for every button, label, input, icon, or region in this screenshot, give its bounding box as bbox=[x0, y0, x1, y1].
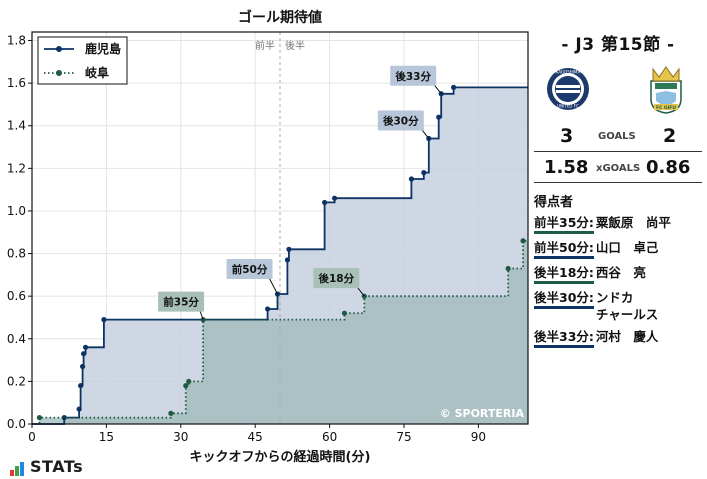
y-tick-label: 1.0 bbox=[7, 204, 26, 218]
scorer-row: 前半50分: 山口 卓己 bbox=[534, 239, 702, 259]
annotation-box bbox=[158, 291, 205, 312]
y-tick-label: 1.2 bbox=[7, 161, 26, 175]
scorer-name: 西谷 亮 bbox=[595, 265, 646, 280]
scorers-title: 得点者 bbox=[534, 195, 574, 210]
shot-point bbox=[36, 415, 43, 421]
annotation-box bbox=[390, 65, 437, 86]
scorer-row: 後半30分: ンドカ チャールス bbox=[534, 289, 702, 323]
x-tick-label: 90 bbox=[471, 430, 486, 444]
legend-marker bbox=[56, 70, 62, 76]
shot-point bbox=[322, 199, 328, 206]
plot-frame bbox=[31, 31, 529, 425]
shot-point bbox=[186, 378, 192, 384]
shot-point bbox=[79, 363, 86, 370]
away-xg: 0.86 bbox=[646, 157, 691, 178]
scorer-row: 後半18分: 西谷 亮 bbox=[534, 264, 702, 284]
shot-point bbox=[520, 238, 526, 244]
match-panel: - J3 第15節 - KAGOSHIMA UNITED FC FC GIFU … bbox=[534, 28, 702, 353]
y-tick-label: 0.4 bbox=[7, 332, 26, 346]
annotation-box bbox=[377, 110, 424, 131]
home-goals: 3 bbox=[560, 125, 574, 147]
xg-label: xGOALS bbox=[596, 163, 641, 174]
shot-point bbox=[421, 170, 427, 176]
shot-point bbox=[82, 344, 89, 350]
svg-text:UNITED FC: UNITED FC bbox=[557, 104, 579, 109]
xg-row: 1.58 xGOALS 0.86 bbox=[534, 154, 702, 183]
y-tick-label: 1.4 bbox=[7, 119, 26, 133]
scorer-name: 粟飯原 尚平 bbox=[595, 215, 671, 230]
annotation-label: 後33分 bbox=[394, 70, 431, 83]
goals-row: 3 GOALS 2 bbox=[534, 125, 702, 152]
chart-title: ゴール期待値 bbox=[238, 9, 322, 26]
x-tick-label: 0 bbox=[28, 430, 36, 444]
second-half-label: 後半 bbox=[285, 39, 305, 52]
match-title: - J3 第15節 - bbox=[561, 35, 675, 55]
first-half-label: 前半 bbox=[255, 39, 275, 52]
y-tick-label: 0.2 bbox=[7, 374, 26, 388]
shot-point bbox=[80, 351, 87, 357]
scorer-time: 前半50分: bbox=[534, 239, 594, 259]
x-tick-label: 30 bbox=[173, 430, 188, 444]
scorer-name: ンドカ チャールス bbox=[595, 290, 659, 322]
scorer-time: 後半30分: bbox=[534, 289, 594, 309]
legend-box bbox=[37, 36, 128, 85]
goals-label: GOALS bbox=[598, 131, 636, 142]
scorer-row: 前半35分: 粟飯原 尚平 bbox=[534, 214, 702, 234]
scorer-time: 後半18分: bbox=[534, 264, 594, 284]
team-logos: KAGOSHIMA UNITED FC FC GIFU bbox=[534, 63, 702, 121]
scorer-name: 河村 慶人 bbox=[595, 329, 659, 344]
scorer-name: 山口 卓己 bbox=[595, 240, 659, 255]
scorers-list: 前半35分: 粟飯原 尚平 前半50分: 山口 卓己 後半18分: 西谷 亮後半30分: ン… bbox=[534, 214, 702, 348]
shot-point bbox=[78, 383, 84, 389]
y-tick-label: 1.6 bbox=[7, 76, 26, 90]
shot-point bbox=[331, 195, 338, 201]
shot-point bbox=[101, 317, 107, 323]
x-tick-label: 75 bbox=[396, 430, 411, 444]
away-goals: 2 bbox=[663, 125, 677, 147]
scorer-row: 後半33分: 河村 慶人 bbox=[534, 328, 702, 348]
y-tick-label: 0.6 bbox=[7, 289, 26, 303]
annotation-label: 前50分 bbox=[232, 263, 268, 276]
annotation-label: 後30分 bbox=[382, 115, 419, 128]
away-team-logo-icon: FC GIFU bbox=[650, 66, 682, 114]
footer: STATs bbox=[10, 457, 83, 476]
shot-point bbox=[408, 176, 415, 182]
legend-label: 岐阜 bbox=[85, 65, 109, 80]
stats-logo-icon bbox=[10, 457, 25, 476]
legend-label: 鹿児島 bbox=[85, 41, 121, 56]
home-xg: 1.58 bbox=[544, 157, 589, 178]
shot-point bbox=[284, 257, 291, 263]
shot-point bbox=[168, 410, 174, 416]
x-tick-label: 15 bbox=[99, 430, 114, 444]
scorer-time: 後半33分: bbox=[534, 328, 594, 348]
y-tick-label: 0.8 bbox=[7, 247, 26, 261]
home-team-logo-icon: KAGOSHIMA UNITED FC bbox=[547, 68, 589, 110]
shot-point bbox=[436, 114, 442, 120]
shot-point bbox=[341, 310, 348, 316]
scorer-time: 前半35分: bbox=[534, 214, 594, 234]
legend-marker bbox=[56, 46, 62, 52]
annotation-box bbox=[226, 259, 273, 280]
y-tick-label: 1.8 bbox=[7, 34, 26, 48]
y-tick-label: 0.0 bbox=[7, 417, 26, 431]
svg-text:FC GIFU: FC GIFU bbox=[656, 105, 676, 111]
x-tick-label: 45 bbox=[248, 430, 263, 444]
series-line-away bbox=[32, 239, 528, 425]
shot-point bbox=[451, 84, 457, 90]
shot-point bbox=[61, 415, 67, 421]
annotation-label: 後18分 bbox=[318, 272, 355, 285]
shot-point bbox=[505, 265, 511, 272]
shot-point bbox=[265, 306, 271, 312]
annotation-label: 前35分 bbox=[163, 296, 199, 309]
xg-chart: 前半 後半 0 15 30 45 60 75 90 0.0 0.2 0.4 0.6 0.8 1.0 1.2 1.… bbox=[7, 9, 529, 465]
stats-brand: STATs bbox=[30, 457, 84, 476]
watermark: © SPORTERIA bbox=[440, 407, 525, 420]
x-tick-label: 60 bbox=[322, 430, 337, 444]
shot-point bbox=[183, 383, 189, 389]
shot-point bbox=[76, 406, 82, 412]
svg-text:KAGOSHIMA: KAGOSHIMA bbox=[556, 70, 581, 75]
shot-point bbox=[286, 246, 292, 252]
x-axis-label: キックオフからの経過時間(分) bbox=[190, 449, 371, 465]
annotation-box bbox=[313, 268, 360, 289]
